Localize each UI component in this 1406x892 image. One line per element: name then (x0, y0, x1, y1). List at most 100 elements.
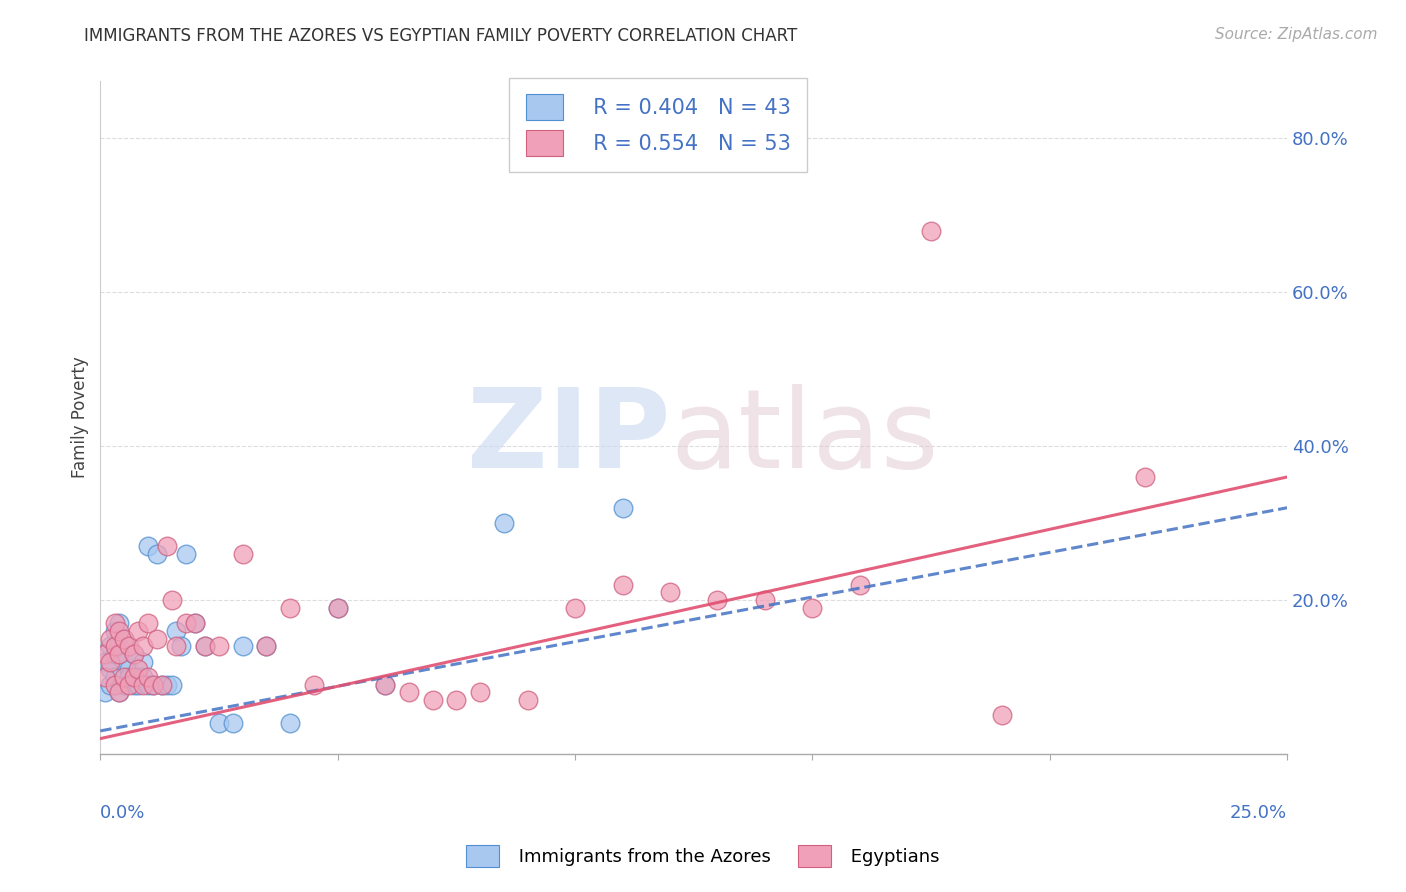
Point (302, 678, 325, 692)
Point (160, 678, 183, 692)
Point (108, 639, 131, 653)
Point (112, 678, 135, 692)
Point (104, 647, 127, 661)
Point (146, 547, 169, 561)
Point (118, 662, 141, 676)
Point (256, 639, 278, 653)
Point (754, 593, 776, 607)
Point (104, 678, 127, 692)
Point (278, 600, 301, 615)
Point (208, 716, 231, 731)
Point (446, 693, 468, 707)
Point (194, 639, 217, 653)
Point (612, 577, 634, 591)
Point (112, 632, 135, 646)
Point (184, 616, 207, 631)
Point (132, 639, 155, 653)
Point (118, 639, 141, 653)
Point (564, 600, 586, 615)
Point (165, 624, 187, 638)
Point (165, 639, 187, 653)
Point (492, 516, 515, 530)
Point (136, 670, 159, 684)
Point (108, 685, 131, 699)
Point (174, 616, 197, 631)
Point (98, 655, 121, 669)
Point (94, 655, 117, 669)
Point (184, 616, 207, 631)
Text: 0.0%: 0.0% (100, 805, 146, 822)
Point (108, 685, 131, 699)
Point (127, 670, 149, 684)
Point (232, 547, 254, 561)
Point (98, 632, 121, 646)
Point (326, 600, 349, 615)
Point (398, 685, 420, 699)
Point (94, 670, 117, 684)
Point (612, 500, 634, 515)
Point (142, 678, 165, 692)
Point (127, 624, 149, 638)
Point (108, 624, 131, 638)
Point (194, 639, 217, 653)
Point (801, 600, 824, 615)
Point (150, 678, 173, 692)
Point (256, 639, 278, 653)
Point (146, 632, 169, 646)
Point (156, 539, 179, 553)
Text: IMMIGRANTS FROM THE AZORES VS EGYPTIAN FAMILY POVERTY CORRELATION CHART: IMMIGRANTS FROM THE AZORES VS EGYPTIAN F… (84, 27, 797, 45)
Point (232, 639, 254, 653)
Point (142, 678, 165, 692)
Point (108, 616, 131, 631)
Text: 25.0%: 25.0% (1230, 805, 1286, 822)
Point (991, 708, 1014, 723)
Point (122, 647, 145, 661)
Point (98, 639, 121, 653)
Point (706, 593, 728, 607)
Point (374, 678, 396, 692)
Point (127, 678, 149, 692)
Point (326, 600, 349, 615)
Point (127, 662, 149, 676)
Point (112, 670, 135, 684)
Point (118, 670, 141, 684)
Point (108, 647, 131, 661)
Point (849, 577, 872, 591)
Point (132, 678, 155, 692)
Point (422, 693, 444, 707)
Point (222, 716, 245, 731)
Point (132, 670, 155, 684)
Point (659, 585, 682, 599)
Point (136, 678, 159, 692)
Legend:   R = 0.404   N = 43,   R = 0.554   N = 53: R = 0.404 N = 43, R = 0.554 N = 53 (509, 78, 807, 172)
Point (920, 224, 942, 238)
Legend:  Immigrants from the Azores,  Egyptians: Immigrants from the Azores, Egyptians (460, 838, 946, 874)
Point (136, 539, 159, 553)
Point (104, 616, 127, 631)
Point (1133, 470, 1156, 484)
Y-axis label: Family Poverty: Family Poverty (72, 357, 89, 478)
Point (208, 639, 231, 653)
Text: ZIP: ZIP (467, 384, 671, 491)
Point (468, 685, 491, 699)
Point (174, 547, 197, 561)
Text: atlas: atlas (671, 384, 938, 491)
Point (122, 647, 145, 661)
Point (118, 678, 141, 692)
Point (516, 693, 538, 707)
Point (122, 670, 145, 684)
Point (136, 616, 159, 631)
Point (94, 647, 117, 661)
Point (104, 639, 127, 653)
Point (150, 678, 173, 692)
Point (278, 716, 301, 731)
Point (104, 624, 127, 638)
Point (112, 632, 135, 646)
Point (132, 655, 155, 669)
Point (156, 678, 179, 692)
Point (122, 678, 145, 692)
Point (112, 655, 135, 669)
Point (98, 678, 121, 692)
Text: Source: ZipAtlas.com: Source: ZipAtlas.com (1215, 27, 1378, 42)
Point (170, 639, 193, 653)
